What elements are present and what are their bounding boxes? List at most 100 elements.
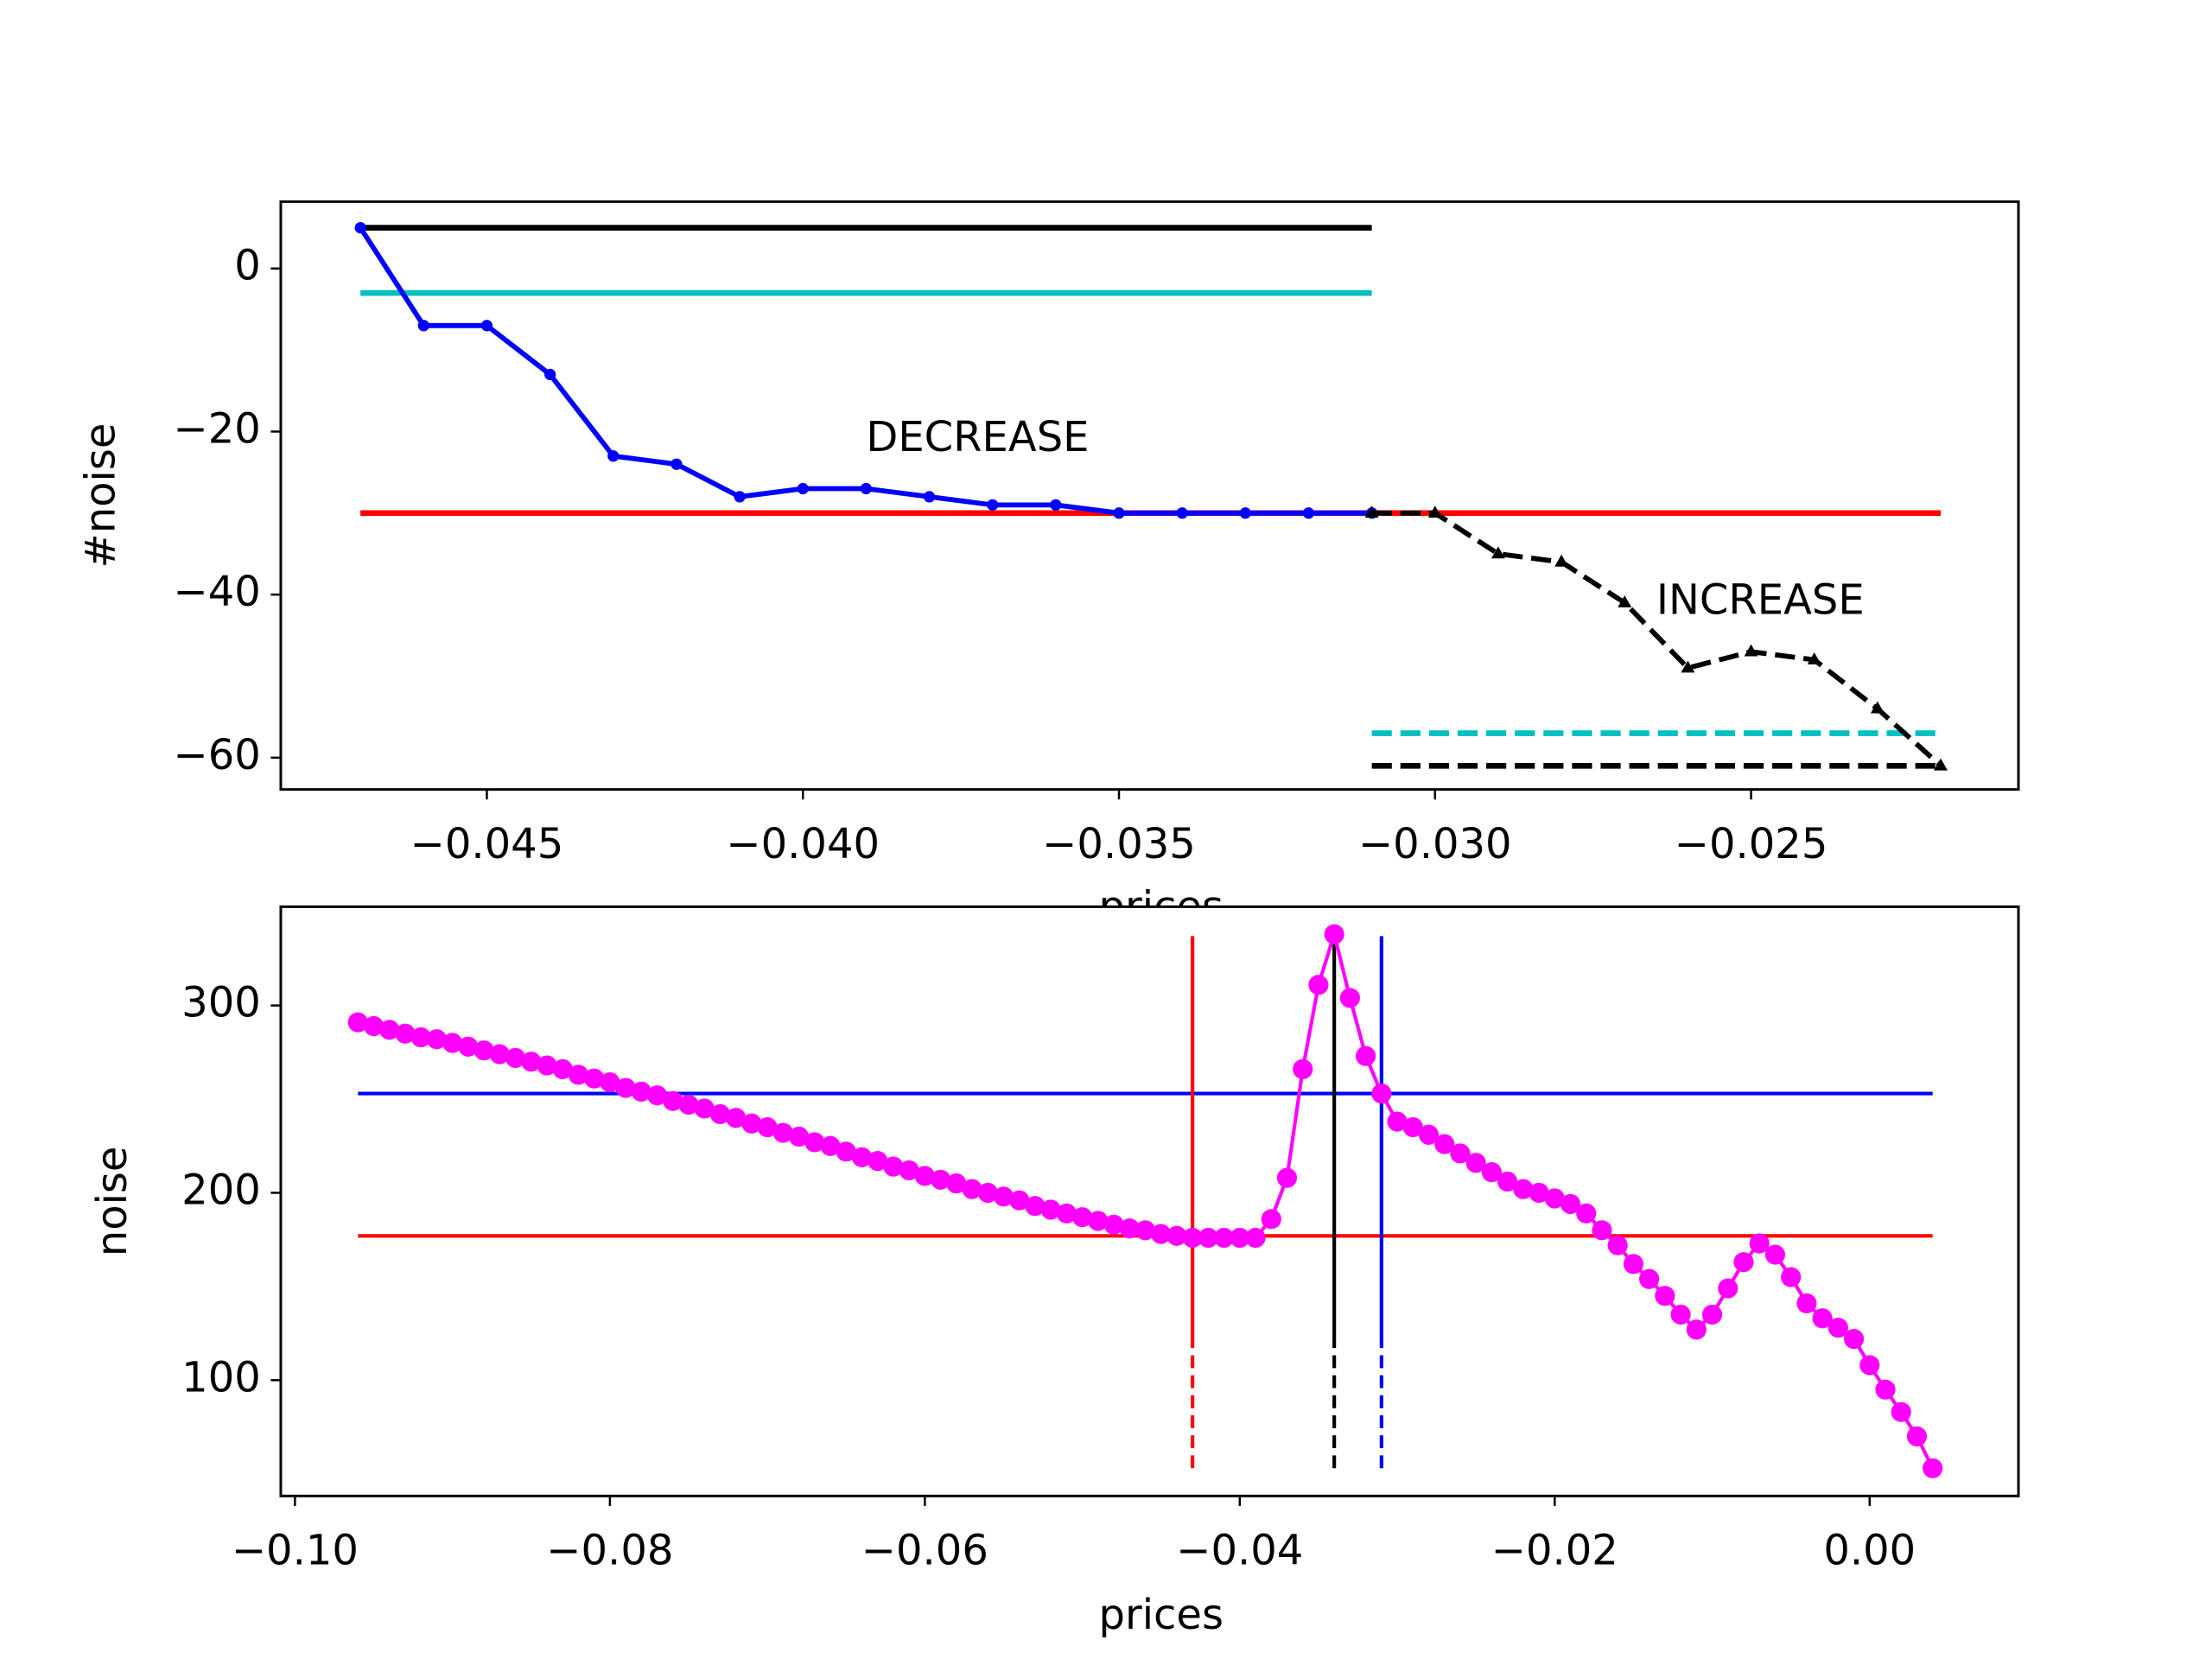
marker: [1655, 1286, 1675, 1306]
marker: [1356, 1046, 1376, 1066]
marker: [1491, 546, 1505, 559]
marker: [1781, 1267, 1802, 1287]
marker: [977, 1182, 998, 1204]
marker: [772, 1122, 793, 1143]
marker: [552, 1058, 573, 1079]
marker: [851, 1147, 873, 1167]
marker: [1418, 1124, 1440, 1145]
marker: [741, 1113, 762, 1134]
y-tick-label: 200: [181, 1166, 261, 1214]
annotation: DECREASE: [866, 413, 1089, 461]
marker: [1364, 505, 1379, 518]
marker: [426, 1029, 447, 1050]
marker: [1827, 1318, 1848, 1338]
marker: [646, 1085, 668, 1106]
marker: [1733, 1252, 1754, 1273]
x-tick-label: −0.08: [546, 1527, 673, 1575]
marker: [1934, 758, 1948, 771]
marker: [1025, 1196, 1046, 1217]
marker: [1859, 1355, 1880, 1376]
marker: [1450, 1143, 1471, 1164]
marker: [671, 458, 683, 470]
marker: [1308, 975, 1329, 995]
x-tick-label: −0.030: [1358, 820, 1512, 868]
marker: [1513, 1179, 1534, 1199]
marker: [1261, 1209, 1281, 1230]
y-tick-label: 300: [181, 979, 261, 1027]
marker: [1135, 1220, 1156, 1241]
marker: [930, 1169, 951, 1190]
marker: [631, 1081, 652, 1102]
marker: [607, 450, 620, 462]
marker: [987, 499, 999, 511]
marker: [1151, 1224, 1172, 1244]
marker: [1113, 507, 1125, 519]
marker: [1623, 1254, 1644, 1274]
marker: [1744, 644, 1758, 657]
marker: [1592, 1220, 1612, 1241]
marker: [1554, 554, 1569, 567]
marker: [1465, 1153, 1486, 1173]
marker: [1387, 1111, 1408, 1132]
y-axis-label: noise: [88, 1147, 137, 1257]
marker: [442, 1033, 463, 1053]
marker: [1293, 1058, 1313, 1079]
y-axis-label: #noise: [77, 423, 125, 569]
marker: [1434, 1134, 1455, 1154]
y-tick-label: −60: [173, 731, 260, 779]
marker: [914, 1166, 935, 1186]
series-line: [1371, 510, 1942, 768]
marker: [1875, 1379, 1896, 1400]
marker: [568, 1065, 588, 1085]
marker: [1427, 505, 1442, 518]
marker: [1686, 1319, 1707, 1340]
marker: [1339, 988, 1360, 1008]
marker: [993, 1186, 1014, 1207]
marker: [788, 1126, 810, 1147]
marker: [1607, 1235, 1628, 1255]
marker: [1718, 1278, 1738, 1299]
marker: [1088, 1211, 1109, 1231]
marker: [1214, 1227, 1235, 1249]
marker: [1324, 924, 1344, 944]
marker: [946, 1173, 967, 1194]
marker: [1119, 1218, 1140, 1239]
marker: [1103, 1214, 1124, 1235]
x-tick-label: −0.02: [1491, 1527, 1618, 1575]
marker: [1481, 1162, 1502, 1183]
marker: [1050, 499, 1062, 511]
marker: [505, 1047, 526, 1068]
marker: [836, 1141, 856, 1162]
marker: [458, 1036, 479, 1057]
marker: [1870, 701, 1885, 714]
marker: [1701, 1304, 1723, 1325]
marker: [543, 368, 556, 381]
marker: [1529, 1182, 1549, 1204]
marker: [694, 1098, 715, 1119]
y-tick-label: 0: [234, 242, 261, 290]
marker: [678, 1094, 699, 1116]
y-tick-label: 100: [181, 1353, 261, 1402]
marker: [663, 1090, 683, 1111]
marker: [474, 1040, 494, 1061]
marker: [1245, 1227, 1266, 1249]
marker: [883, 1156, 904, 1177]
marker: [1176, 507, 1188, 519]
marker: [395, 1023, 416, 1044]
marker: [1749, 1233, 1770, 1254]
annotation: INCREASE: [1656, 576, 1865, 625]
marker: [757, 1117, 778, 1138]
x-tick-label: −0.04: [1176, 1527, 1303, 1575]
axes-background: [280, 201, 2018, 790]
marker: [417, 320, 429, 332]
marker: [923, 491, 936, 503]
marker: [1166, 1225, 1187, 1246]
marker: [1182, 1227, 1203, 1249]
marker: [1544, 1188, 1565, 1209]
marker: [820, 1135, 841, 1156]
marker: [600, 1071, 620, 1093]
marker: [521, 1052, 542, 1072]
marker: [962, 1179, 982, 1199]
marker: [1639, 1268, 1660, 1289]
